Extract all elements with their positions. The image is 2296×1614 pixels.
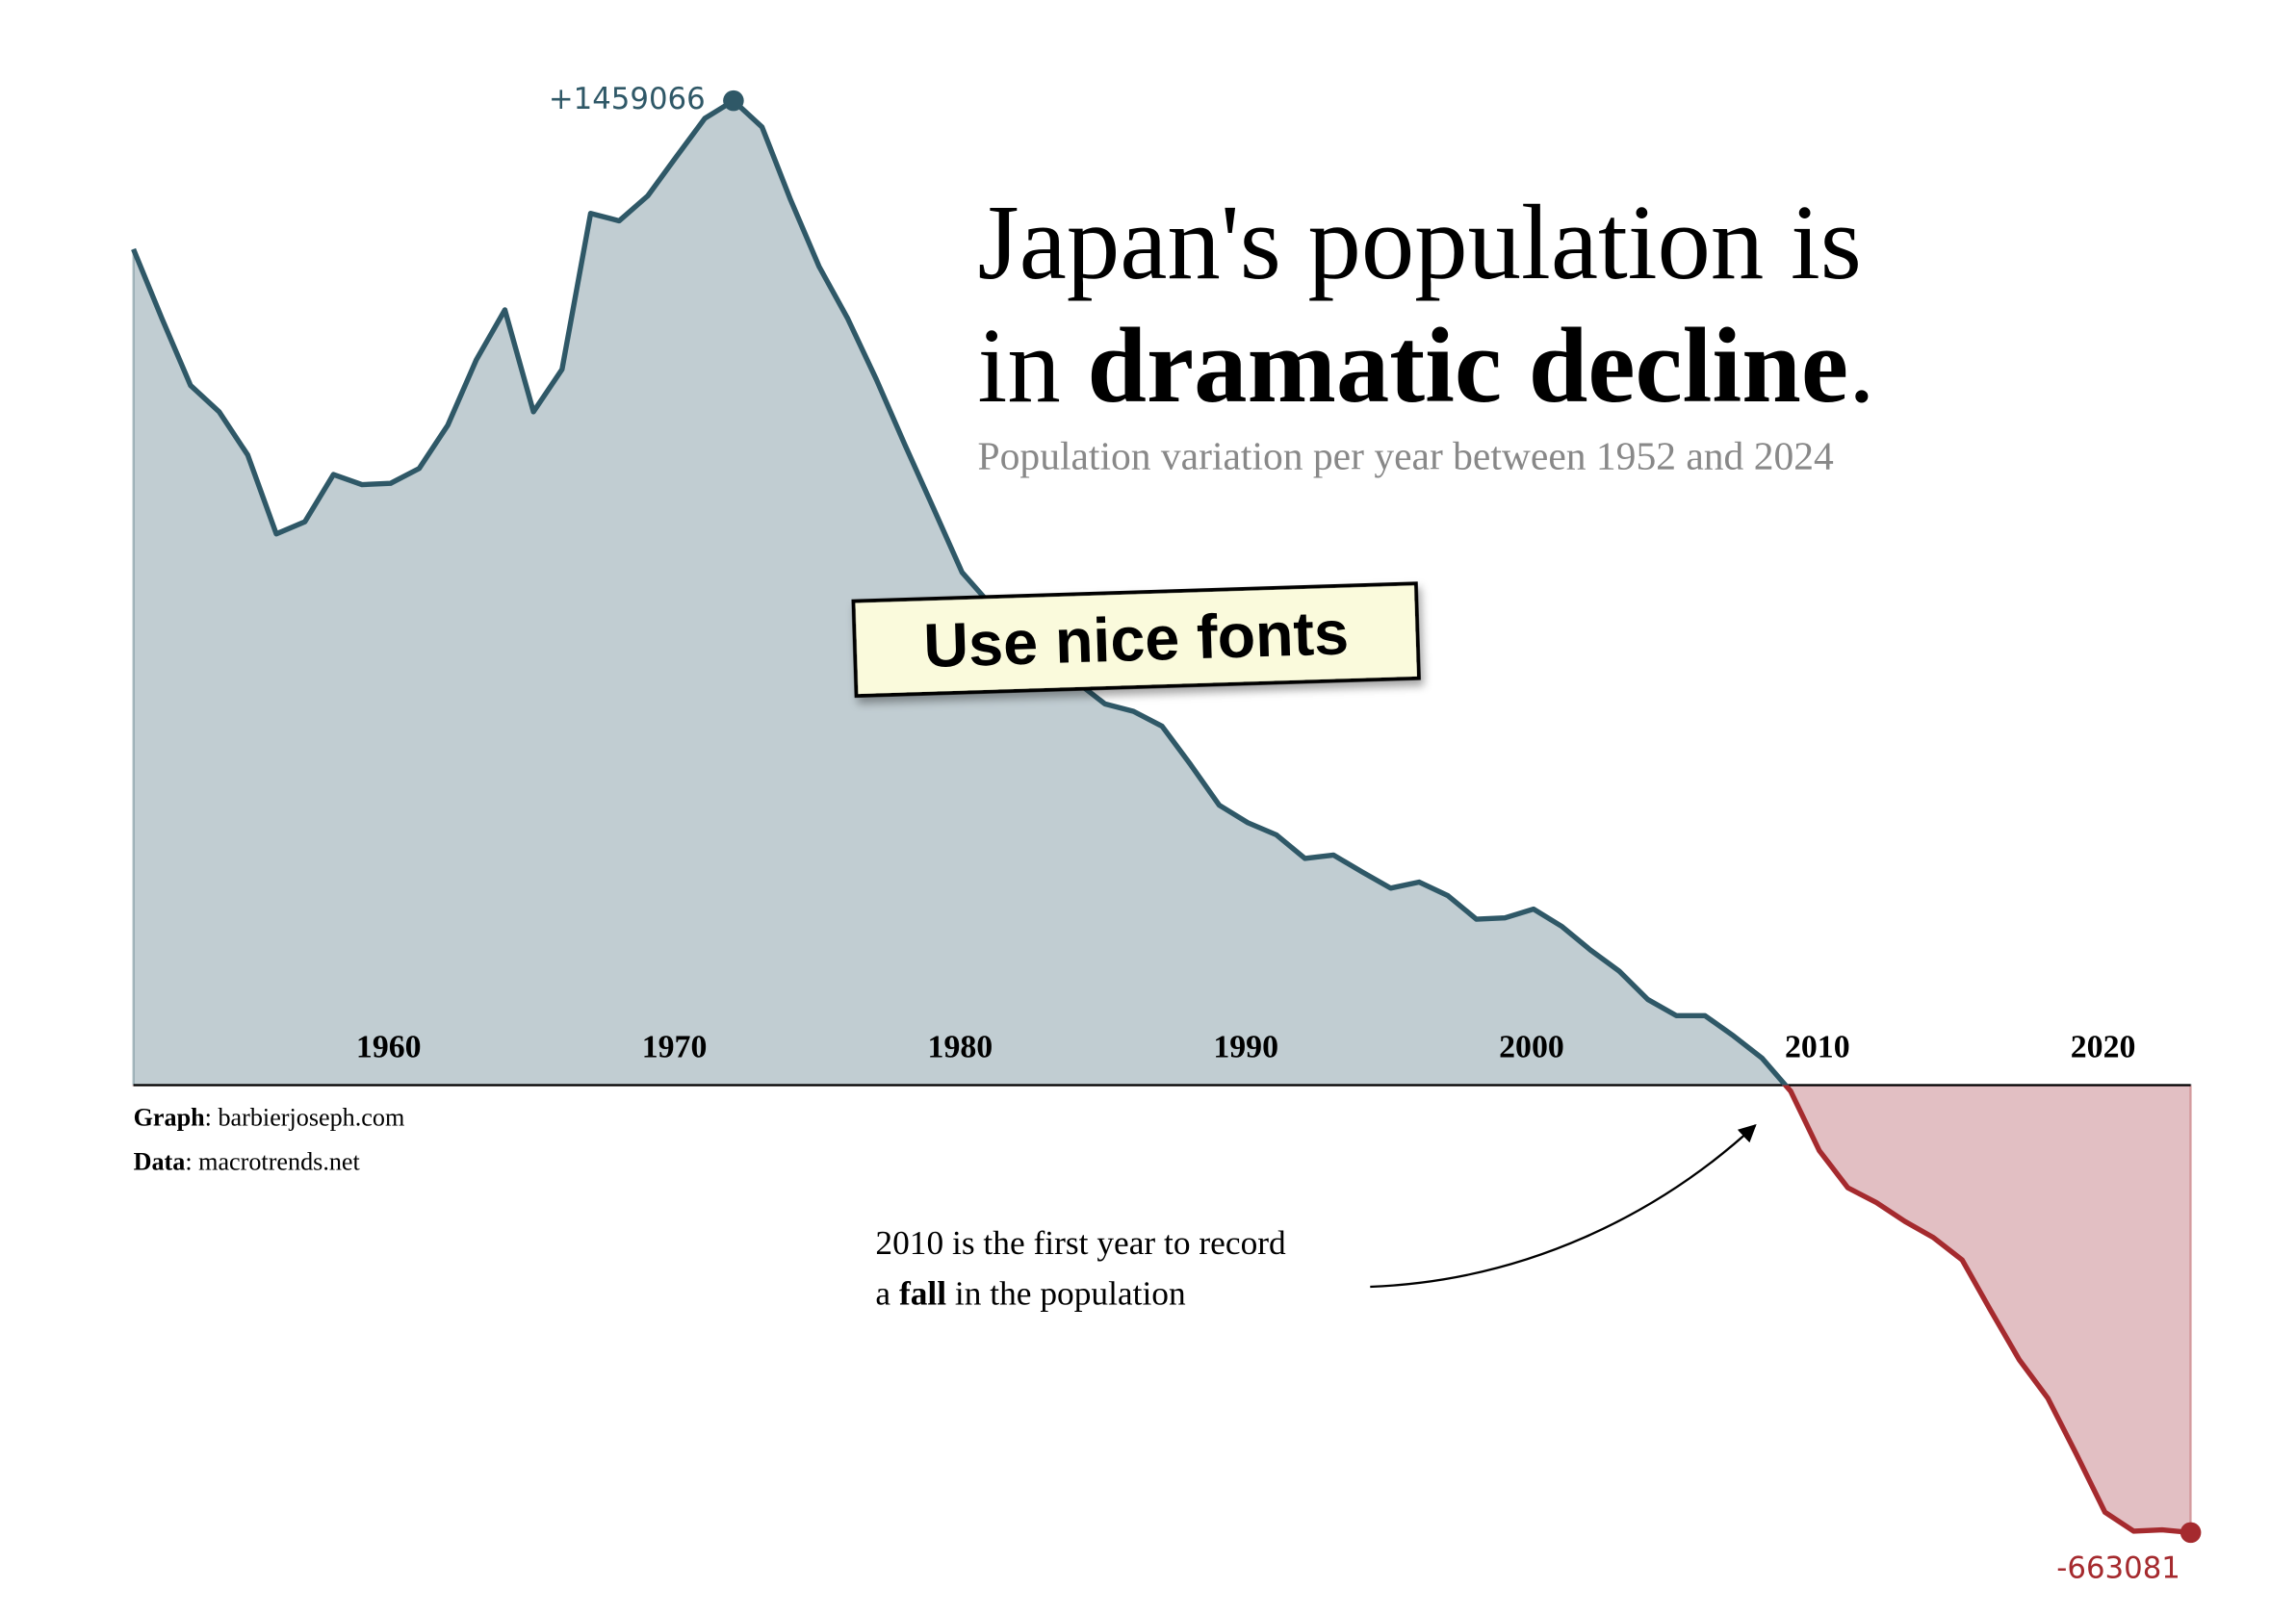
plot: 1960 1970 1980 1990 2000 2010 2020 +1459066 -663…: [131, 82, 2202, 1585]
x-tick-label: 1970: [642, 1030, 708, 1065]
line: [1782, 1085, 2191, 1536]
credit-label: Graph: [134, 1103, 206, 1131]
x-tick-label: 1990: [1213, 1030, 1278, 1065]
line: [131, 97, 1790, 1086]
title: Japan's population is in dramatic declin…: [978, 183, 1875, 424]
title-text: .: [1848, 306, 1875, 424]
point: [723, 90, 744, 112]
value-label: -663081: [2056, 1550, 2180, 1585]
sticker-box: [851, 581, 1421, 699]
credit-label: Data: [134, 1147, 186, 1175]
sticker: Use nice fonts: [851, 581, 1421, 699]
credit-text: : barbierjoseph.com: [205, 1103, 405, 1131]
annotation: a fall in the population: [875, 1273, 1186, 1312]
title-bold: dramatic decline: [1087, 306, 1848, 424]
x-tick-label: 1960: [356, 1030, 422, 1065]
annotation-text: a: [875, 1273, 899, 1312]
sticker-text: Use nice fonts: [922, 598, 1350, 680]
credit-text: : macrotrends.net: [185, 1147, 360, 1175]
point: [2180, 1522, 2202, 1544]
annotation-bold: fall: [899, 1273, 946, 1312]
subtitle: Population variation per year between 19…: [978, 434, 1834, 478]
credit: Data: macrotrends.net: [134, 1147, 361, 1175]
title-line: Japan's population is: [978, 183, 1862, 301]
x-tick-label: 2000: [1499, 1030, 1564, 1065]
title-line: in dramatic decline.: [978, 306, 1875, 424]
value-label: +1459066: [549, 82, 706, 116]
x-tick-label: 2010: [1785, 1030, 1850, 1065]
annotation: 2010 is the first year to record: [875, 1223, 1286, 1262]
x-tick-label: 2020: [2071, 1030, 2136, 1065]
title-text: in: [978, 306, 1088, 424]
annotation-arrow: [1370, 1124, 1757, 1289]
credit: Graph: barbierjoseph.com: [134, 1103, 405, 1131]
x-tick-label: 1980: [928, 1030, 993, 1065]
annotation-text: in the population: [946, 1273, 1186, 1312]
